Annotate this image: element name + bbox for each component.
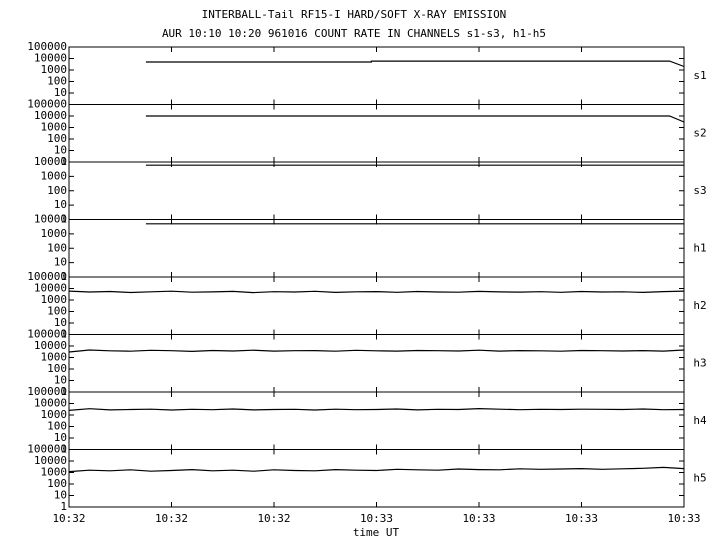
data-line	[145, 115, 685, 123]
y-tick-label: 1000	[41, 121, 68, 134]
y-tick-label: 1	[60, 328, 67, 341]
x-tick-label: 10:33	[565, 512, 598, 525]
y-tick-label: 1	[60, 213, 67, 226]
y-tick-label: 1000	[41, 227, 68, 240]
y-tick-label: 100000	[27, 385, 67, 398]
panel-label: s3	[693, 184, 706, 197]
y-tick-label: 1000	[41, 63, 68, 76]
y-tick-label: 100000	[27, 328, 67, 341]
panel-label: h1	[693, 241, 706, 254]
y-tick-label: 10000	[34, 339, 67, 352]
y-tick-label: 10	[54, 374, 67, 387]
x-axis-label: time UT	[353, 526, 400, 539]
y-tick-label: 1	[60, 500, 67, 513]
y-tick-label: 100	[47, 241, 67, 254]
y-tick-label: 100	[47, 477, 67, 490]
y-tick-label: 1	[60, 443, 67, 456]
x-tick-label: 10:33	[360, 512, 393, 525]
y-tick-label: 1000	[41, 351, 68, 364]
panel-label: s1	[693, 69, 706, 82]
y-tick-label: 100000	[27, 98, 67, 111]
y-tick-label: 10	[54, 144, 67, 157]
y-tick-label: 10	[54, 198, 67, 211]
y-tick-label: 1000	[41, 466, 68, 479]
y-tick-label: 10000	[34, 282, 67, 295]
y-tick-label: 10000	[34, 155, 67, 168]
panel-label: s2	[693, 126, 706, 139]
y-tick-label: 10000	[34, 454, 67, 467]
y-tick-label: 10000	[34, 109, 67, 122]
data-line	[68, 290, 685, 294]
panel-label: h4	[693, 414, 707, 427]
y-tick-label: 10000	[34, 213, 67, 226]
y-tick-label: 100	[47, 184, 67, 197]
data-line	[68, 466, 685, 473]
y-tick-label: 10	[54, 316, 67, 329]
y-tick-label: 100	[47, 362, 67, 375]
y-tick-label: 10	[54, 489, 67, 502]
x-tick-label: 10:32	[155, 512, 188, 525]
y-tick-label: 100000	[27, 40, 67, 53]
y-tick-label: 100000	[27, 443, 67, 456]
y-tick-label: 100000	[27, 270, 67, 283]
y-tick-label: 10	[54, 256, 67, 269]
data-line	[68, 349, 685, 353]
x-tick-label: 10:33	[667, 512, 700, 525]
x-tick-label: 10:33	[462, 512, 495, 525]
y-tick-label: 10	[54, 86, 67, 99]
y-tick-label: 100	[47, 305, 67, 318]
data-line	[68, 407, 685, 411]
y-tick-label: 10000	[34, 397, 67, 410]
panel-label: h3	[693, 356, 706, 369]
y-tick-label: 100	[47, 132, 67, 145]
y-tick-label: 10	[54, 431, 67, 444]
data-line	[145, 60, 685, 68]
y-tick-label: 1000	[41, 408, 68, 421]
y-tick-label: 100	[47, 420, 67, 433]
y-tick-label: 1000	[41, 293, 68, 306]
y-tick-label: 100	[47, 75, 67, 88]
chart-subtitle: AUR 10:10 10:20 961016 COUNT RATE IN CHA…	[162, 27, 546, 40]
x-tick-label: 10:32	[52, 512, 85, 525]
chart-title: INTERBALL-Tail RF15-I HARD/SOFT X-RAY EM…	[202, 8, 507, 21]
x-tick-label: 10:32	[257, 512, 290, 525]
y-tick-label: 1	[60, 385, 67, 398]
y-tick-label: 1	[60, 155, 67, 168]
y-tick-label: 1	[60, 270, 67, 283]
panel-label: h2	[693, 299, 706, 312]
y-tick-label: 1000	[41, 169, 68, 182]
y-tick-label: 10000	[34, 52, 67, 65]
panel-label: h5	[693, 471, 706, 484]
